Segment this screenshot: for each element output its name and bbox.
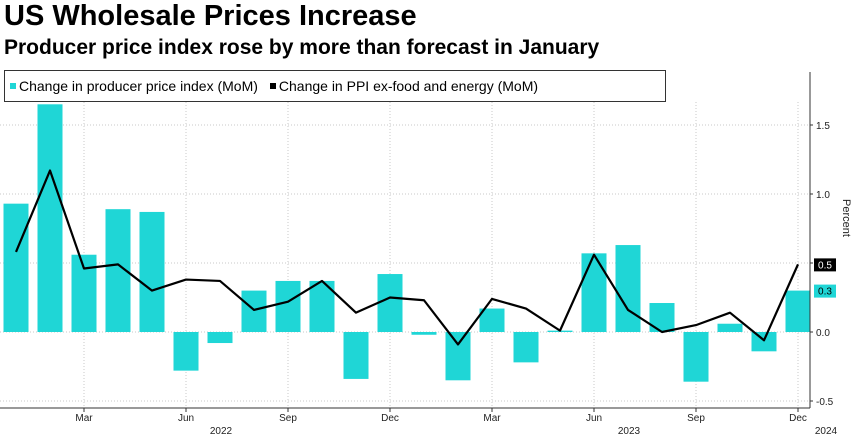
bar-ppi	[275, 280, 301, 332]
legend: Change in producer price index (MoM) Cha…	[4, 70, 666, 102]
end-value-tag	[814, 284, 836, 298]
bar-ppi	[615, 245, 641, 332]
legend-swatch-line	[269, 83, 276, 89]
x-year-label: 2022	[210, 426, 233, 437]
bar-ppi	[717, 323, 743, 332]
end-value-tag	[814, 258, 836, 272]
bar-ppi	[751, 332, 777, 352]
bar-ppi	[3, 203, 29, 332]
bar-ppi	[207, 332, 233, 344]
x-tick-label: Jun	[178, 413, 194, 424]
y-tick-label: 0.0	[816, 328, 830, 339]
y-tick-label: -0.5	[816, 397, 834, 408]
legend-label-core: Change in PPI ex-food and energy (MoM)	[278, 78, 539, 94]
legend-label-ppi: Change in producer price index (MoM)	[19, 78, 258, 94]
bar-ppi	[581, 253, 607, 332]
x-tick-label: Mar	[483, 413, 501, 424]
x-tick-label: Dec	[381, 413, 399, 424]
legend-item-ppi: Change in producer price index (MoM)	[10, 78, 258, 94]
y-tick-label: 1.5	[816, 121, 830, 132]
line-core-ppi	[14, 169, 800, 346]
bar-ppi	[479, 308, 505, 332]
x-tick-label: Jun	[586, 413, 602, 424]
bar-ppi	[343, 332, 369, 379]
bar-ppi	[139, 211, 165, 332]
bar-ppi	[241, 290, 267, 332]
y-tick-label: 1.0	[816, 190, 830, 201]
bar-ppi	[377, 274, 403, 332]
legend-swatch-bar	[10, 83, 16, 89]
x-year-label: 2023	[618, 426, 641, 437]
bar-ppi	[37, 104, 63, 332]
end-value-label: 0.3	[818, 287, 832, 298]
bar-ppi	[173, 332, 199, 371]
bar-ppi	[683, 332, 709, 382]
chart-title: US Wholesale Prices Increase	[4, 0, 417, 32]
bar-ppi	[445, 332, 471, 381]
bar-ppi	[513, 332, 539, 363]
chart-subtitle: Producer price index rose by more than f…	[4, 36, 600, 59]
bar-ppi	[649, 303, 675, 332]
legend-item-core: Change in PPI ex-food and energy (MoM)	[269, 78, 539, 94]
x-year-label: 2024	[815, 426, 838, 437]
y-axis-title: Percent	[840, 199, 852, 237]
bar-ppi	[785, 290, 811, 332]
x-tick-label: Sep	[687, 413, 705, 424]
x-tick-label: Dec	[789, 413, 807, 424]
x-tick-label: Mar	[75, 413, 93, 424]
bar-ppi	[411, 332, 437, 335]
x-tick-label: Sep	[279, 413, 297, 424]
end-value-label: 0.5	[818, 260, 832, 271]
